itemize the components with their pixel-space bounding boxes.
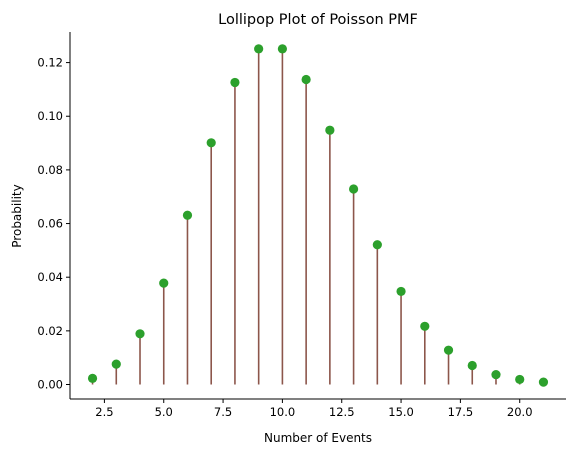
x-tick-label: 17.5: [448, 405, 474, 419]
y-axis-ticks: 0.00 0.02 0.04 0.06 0.08 0.10 0.12: [37, 56, 70, 392]
lollipop-marker: [230, 77, 240, 88]
lollipop-marker: [443, 345, 454, 355]
y-tick-label: 0.10: [37, 109, 63, 123]
x-tick-label: 10.0: [270, 405, 296, 419]
x-tick-label: 15.0: [388, 405, 414, 419]
lollipop-marker: [515, 374, 525, 385]
lollipop-marker: [396, 286, 406, 297]
x-axis-ticks: 2.5 5.0 7.5 10.0 12.5 15.0 17.5 20.0: [95, 399, 533, 419]
lollipop-marker: [111, 359, 121, 369]
y-tick-label: 0.04: [37, 270, 63, 284]
y-tick-label: 0.02: [37, 324, 63, 338]
plot-area: [87, 44, 549, 387]
y-tick-label: 0.12: [37, 56, 63, 70]
x-tick-label: 12.5: [329, 405, 355, 419]
lollipop-marker: [420, 321, 430, 331]
lollipop-marker: [254, 44, 264, 54]
lollipop-marker: [372, 240, 382, 250]
lollipop-marker: [206, 138, 216, 148]
x-tick-label: 2.5: [95, 405, 113, 419]
lollipop-marker: [301, 74, 311, 85]
x-tick-label: 7.5: [214, 405, 232, 419]
y-tick-label: 0.00: [37, 378, 63, 392]
lollipop-marker: [277, 44, 288, 54]
lollipop-marker: [467, 360, 477, 371]
y-tick-label: 0.08: [37, 163, 63, 177]
chart-title: Lollipop Plot of Poisson PMF: [218, 12, 418, 28]
y-axis-label: Probability: [10, 184, 24, 247]
lollipop-marker: [159, 278, 169, 288]
x-tick-label: 20.0: [507, 405, 533, 419]
lollipop-marker: [182, 210, 193, 220]
lollipop-marker: [538, 377, 549, 387]
x-axis-label: Number of Events: [264, 431, 372, 445]
y-tick-label: 0.06: [37, 217, 63, 231]
lollipop-marker: [87, 373, 98, 383]
lollipop-marker: [135, 329, 145, 339]
lollipop-marker: [325, 125, 335, 135]
x-tick-label: 5.0: [155, 405, 173, 419]
lollipop-marker: [348, 184, 359, 194]
lollipop-marker: [491, 369, 501, 380]
